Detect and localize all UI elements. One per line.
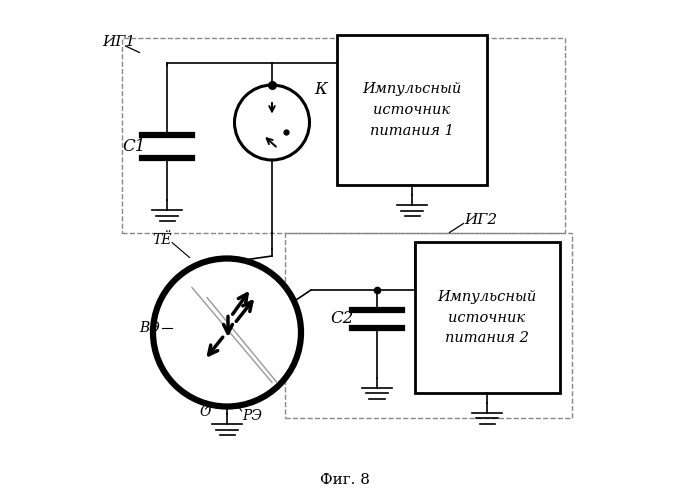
Text: С2: С2: [330, 310, 353, 327]
Text: Импульсный
источник
питания 2: Импульсный источник питания 2: [438, 290, 537, 345]
Text: С1: С1: [123, 138, 146, 155]
Text: РЭ: РЭ: [242, 409, 262, 423]
Text: Импульсный
источник
питания 1: Импульсный источник питания 1: [362, 82, 462, 138]
Circle shape: [153, 258, 301, 406]
Text: ИГ1: ИГ1: [102, 36, 135, 50]
Text: ТЁ: ТЁ: [152, 233, 172, 247]
Circle shape: [234, 85, 309, 160]
Text: Фиг. 8: Фиг. 8: [320, 473, 369, 487]
Text: ВЭ: ВЭ: [139, 320, 161, 334]
Bar: [285, 232, 572, 418]
Bar: [415, 242, 559, 392]
Bar: [122, 38, 564, 232]
Bar: [337, 35, 487, 185]
Text: ИГ2: ИГ2: [464, 213, 497, 227]
Text: К: К: [314, 82, 327, 98]
Text: О: О: [200, 406, 211, 419]
